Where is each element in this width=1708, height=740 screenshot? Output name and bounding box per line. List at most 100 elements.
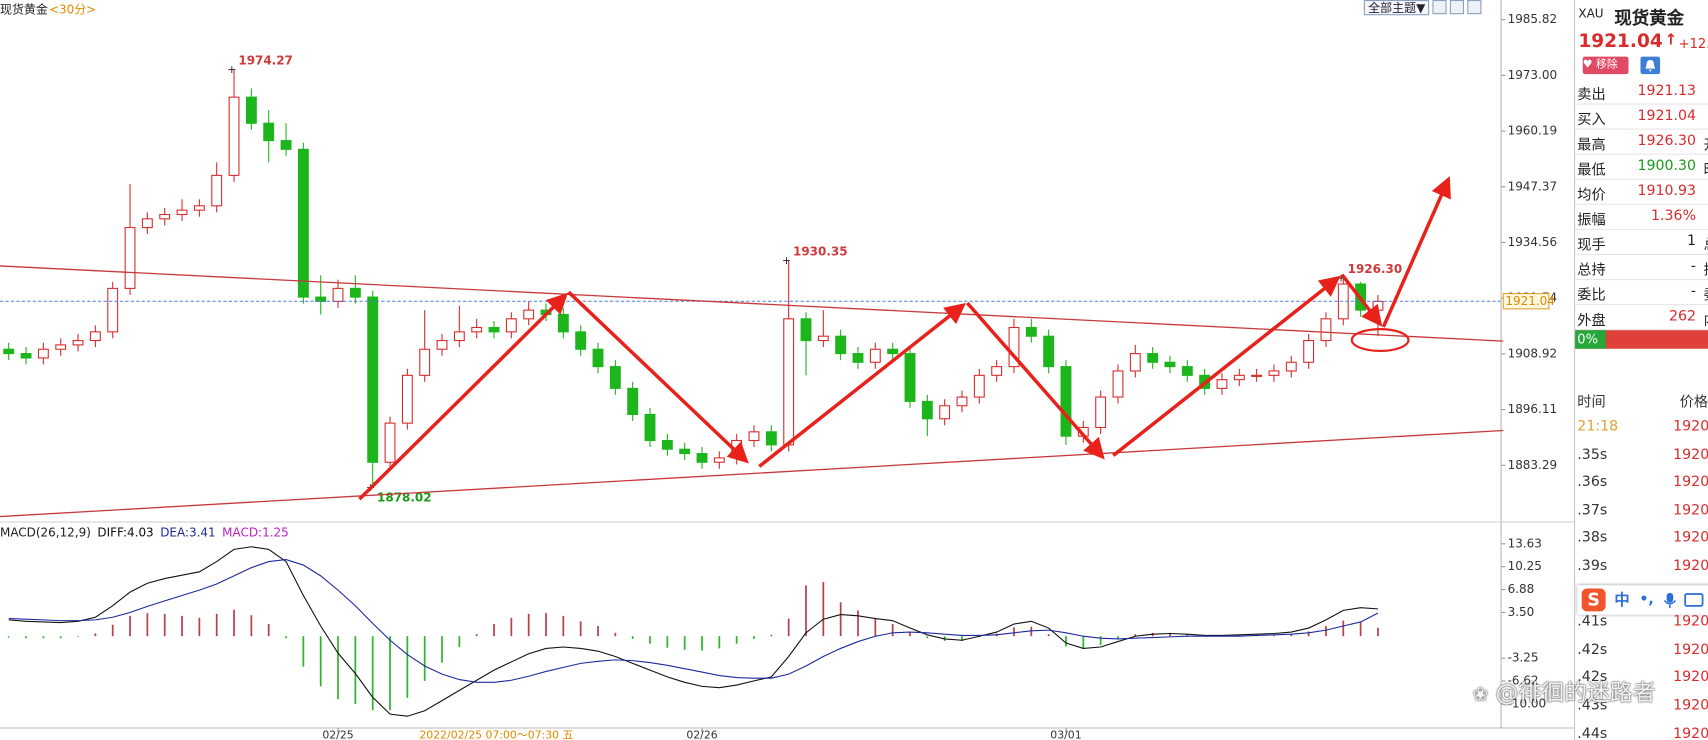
symbol: XAU	[1578, 6, 1604, 21]
candle-body	[748, 431, 760, 442]
candle-body	[1112, 370, 1124, 398]
candle-body	[852, 353, 864, 363]
tick-time: .44s	[1577, 725, 1608, 740]
layout-icon[interactable]	[1432, 0, 1448, 15]
y-tick-label: -3.25	[1508, 651, 1539, 665]
candle-body	[575, 331, 587, 350]
row-value: 262	[1668, 308, 1697, 325]
tick-time: .42s	[1577, 669, 1608, 686]
candle-body	[37, 348, 49, 359]
bell-icon	[1645, 59, 1656, 72]
theme-button[interactable]: 全部主题▼	[1363, 0, 1430, 15]
arrow	[758, 302, 966, 468]
window-icon[interactable]	[1450, 0, 1465, 15]
candle-body	[1147, 353, 1159, 363]
candle-body	[1095, 396, 1107, 429]
quote-row: 均价 1910.93	[1575, 180, 1708, 205]
row-label: 买入	[1577, 112, 1606, 129]
candle-body	[713, 457, 725, 463]
tick-time: .36s	[1577, 474, 1608, 491]
last-price-box	[1502, 293, 1550, 310]
ime-mic	[1666, 592, 1674, 603]
y-tick-label: 3.50	[1508, 605, 1535, 619]
highlight-ellipse	[1350, 328, 1410, 353]
tick-row: .35s 1920.	[1575, 441, 1708, 468]
candle-body	[505, 318, 517, 333]
candle-body	[297, 148, 309, 298]
tick-row: .43s 1920.	[1575, 692, 1708, 719]
high-label: 1930.35	[793, 245, 848, 259]
heart-icon: ♥	[1582, 58, 1593, 71]
row-label: 现手	[1577, 237, 1606, 254]
tick-row: .44s 1920.	[1575, 720, 1708, 740]
candle-body	[124, 226, 136, 289]
candle-body	[315, 296, 327, 302]
candle-body	[1129, 353, 1141, 372]
macd-line	[8, 546, 1379, 717]
ratio-bar: 0%	[1575, 330, 1708, 349]
price: 1921.04	[1578, 30, 1663, 53]
arrow	[567, 290, 749, 464]
ime-mode: 中	[1614, 591, 1629, 609]
candle-body	[384, 422, 396, 463]
candle-body	[627, 387, 639, 415]
ime-toolbar[interactable]: S 中 •,	[1577, 585, 1708, 615]
row-extra: 内	[1704, 308, 1708, 329]
alert-button[interactable]	[1640, 56, 1661, 75]
candle-body	[1372, 300, 1384, 311]
row-extra: 开	[1704, 133, 1708, 153]
y-tick-label: -6.62	[1508, 674, 1539, 688]
candle-body	[349, 287, 361, 298]
price-arrow: ↑	[1664, 31, 1678, 50]
high-label: 1926.30	[1348, 262, 1403, 276]
row-value: -	[1690, 258, 1697, 275]
candle-body	[869, 348, 881, 363]
plot: 现货黄金 <30分> 1985.82 1973.00 1960.19 1947.37 193…	[0, 1, 1557, 740]
ime-mic-stand	[1663, 599, 1676, 609]
candle-body	[263, 122, 275, 142]
close-icon[interactable]	[1467, 0, 1482, 15]
macd-line	[8, 559, 1379, 683]
quote-row: 现手 1总	[1575, 230, 1708, 256]
legend-entry: MACD:1.25	[222, 525, 289, 539]
y-tick-label: 1934.56	[1508, 235, 1557, 249]
candle-body	[453, 331, 465, 342]
candle-body	[107, 287, 119, 333]
candle-body	[1285, 361, 1297, 372]
cursor-time-label: 2022/02/25 07:00～07:30 五	[419, 729, 573, 740]
candle-body	[765, 431, 777, 446]
quote-row: 最低 1900.30 昨	[1575, 155, 1708, 180]
arrow	[358, 292, 568, 501]
candle-body	[904, 353, 916, 402]
quote-row: 振幅 1.36%	[1575, 205, 1708, 230]
instrument-name: 现货黄金	[1614, 7, 1685, 29]
quote-row: 委比 -委	[1575, 280, 1708, 306]
candle-body	[696, 453, 708, 463]
arrow	[1112, 275, 1341, 457]
tick-time: .38s	[1577, 530, 1608, 547]
watermark: ❀ @徘徊的迷路者	[1473, 676, 1656, 709]
toolbar: 全部主题▼	[1363, 0, 1482, 15]
candle-body	[1025, 326, 1037, 337]
candle-body	[1216, 379, 1228, 389]
arrow	[1340, 273, 1383, 327]
extreme-marker: +	[782, 254, 791, 267]
tick-row: .39s 1920.	[1575, 553, 1708, 580]
tick-row: .41s 1920.	[1575, 608, 1708, 635]
tick-price: 1920.	[1673, 530, 1708, 547]
candle-body	[367, 296, 379, 463]
quote-row: 总持 -持	[1575, 255, 1708, 281]
tick-row: 21:18 1920.	[1575, 413, 1708, 440]
candle-body	[419, 348, 431, 376]
y-tick-label: 1908.92	[1508, 346, 1557, 360]
remove-button[interactable]: ♥ 移除	[1582, 56, 1629, 75]
quote-row: 最高 1926.30 开	[1575, 130, 1708, 155]
ime-icons: S 中 •,	[1581, 588, 1704, 612]
y-tick-label: 1947.37	[1508, 179, 1557, 193]
row-label: 委比	[1577, 287, 1606, 305]
candle-body	[488, 326, 500, 333]
row-label: 卖出	[1577, 87, 1606, 104]
y-tick-label: 1896.11	[1508, 402, 1557, 416]
candle-body	[887, 348, 899, 355]
x-tick-label: 02/26	[686, 729, 717, 740]
